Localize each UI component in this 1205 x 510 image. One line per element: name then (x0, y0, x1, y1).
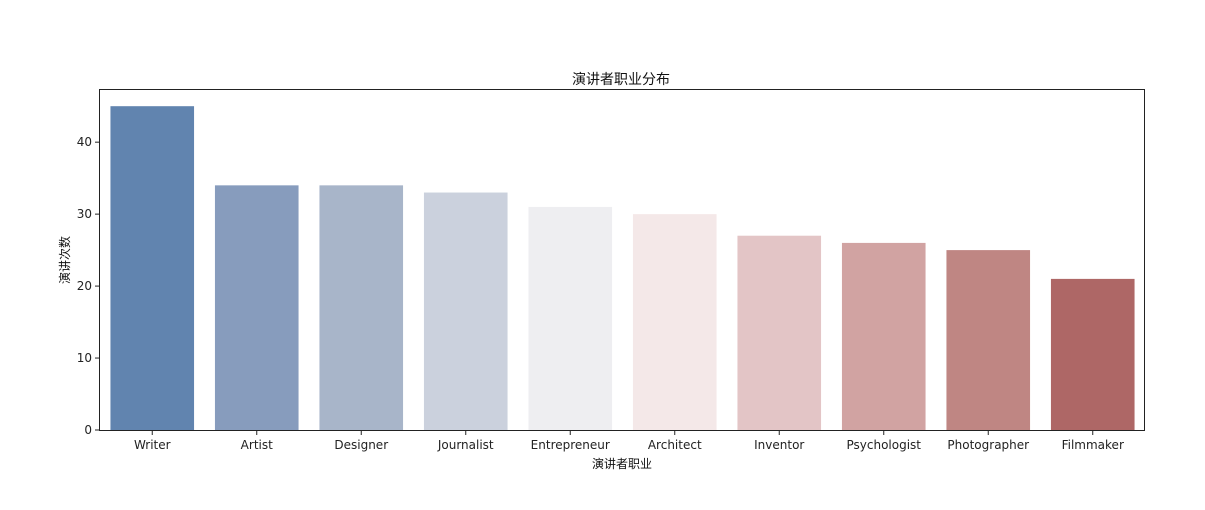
bars-group (110, 106, 1135, 430)
y-axis: 0 10 20 30 40 (77, 135, 100, 437)
x-tick-label: Writer (134, 438, 171, 452)
bar-filmmaker (1050, 278, 1135, 430)
y-tick-label: 10 (77, 351, 92, 365)
x-axis-label: 演讲者职业 (592, 456, 652, 471)
plot-frame (99, 89, 1145, 431)
bar-designer (319, 185, 404, 430)
x-tick-label: Photographer (947, 438, 1029, 452)
bar-photographer (946, 250, 1031, 430)
bar-entrepreneur (528, 206, 613, 430)
x-tick-label: Architect (648, 438, 702, 452)
x-tick-label: Entrepreneur (531, 438, 610, 452)
y-tick-label: 30 (77, 207, 92, 221)
bar-artist (214, 185, 299, 430)
bar-inventor (737, 235, 822, 430)
y-tick-label: 0 (84, 423, 92, 437)
x-tick-label: Artist (241, 438, 273, 452)
bar-journalist (423, 192, 508, 430)
chart-title: 演讲者职业分布 (572, 72, 670, 88)
x-tick-label: Journalist (437, 438, 494, 452)
x-tick-label: Psychologist (846, 438, 921, 452)
y-axis-label: 演讲次数 (57, 236, 72, 284)
y-tick-label: 20 (77, 279, 92, 293)
y-tick-label: 40 (77, 135, 92, 149)
bar-psychologist (841, 242, 926, 430)
x-axis: Writer Artist Designer Journalist Entreprene… (134, 430, 1124, 452)
bar-writer (110, 106, 195, 430)
x-tick-label: Inventor (754, 438, 804, 452)
x-tick-label: Designer (334, 438, 388, 452)
x-tick-label: Filmmaker (1062, 438, 1124, 452)
bar-architect (632, 214, 717, 430)
